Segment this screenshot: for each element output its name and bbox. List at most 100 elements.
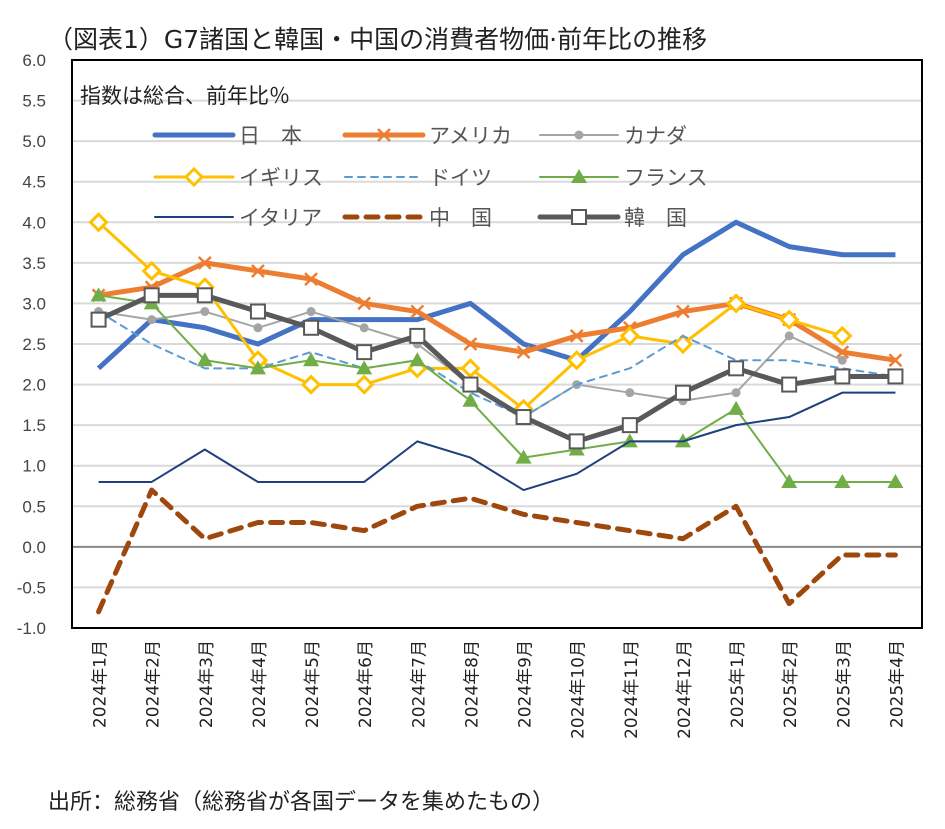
chart-title: （図表1）G7諸国と韓国・中国の消費者物価·前年比の推移 [48, 25, 708, 54]
source-note: 出所：総務省（総務省が各国データを集めたもの） [48, 790, 555, 815]
series-line [98, 294, 896, 483]
square-marker [196, 287, 213, 304]
x-marker [463, 337, 478, 351]
series-8 [90, 287, 904, 450]
square-marker [356, 344, 373, 361]
square-marker [571, 209, 587, 225]
legend-item: イギリス [153, 166, 323, 190]
diamond-marker [566, 350, 587, 371]
triangle-marker [249, 360, 266, 375]
triangle-marker [571, 169, 587, 183]
y-tick-label: 0.5 [22, 497, 46, 516]
series-line [97, 310, 897, 419]
x-tick-label: 2024年3月 [197, 640, 217, 728]
square-marker [515, 409, 532, 426]
triangle-marker [356, 360, 373, 375]
y-tick-label: 3.5 [22, 254, 46, 273]
square-marker [409, 327, 426, 344]
triangle-marker [303, 352, 320, 367]
legend-item: 中 国 [342, 206, 492, 230]
triangle-marker [834, 473, 851, 488]
diamond-marker [725, 293, 747, 314]
legend-item: カナダ [539, 124, 687, 148]
series-4 [97, 310, 897, 419]
chart-annotation: 指数は総合、前年比％ [80, 84, 290, 108]
legend-label: カナダ [624, 124, 687, 148]
y-tick-label: 3.0 [22, 294, 46, 313]
y-tick-label: 1.5 [22, 416, 46, 435]
x-tick-label: 2024年2月 [144, 640, 164, 728]
legend-label: ドイツ [429, 166, 492, 190]
x-tick-label: 2024年1月 [91, 640, 111, 728]
x-tick-label: 2024年9月 [516, 640, 536, 728]
x-tick-label: 2024年7月 [409, 640, 429, 728]
series-line [98, 391, 896, 492]
y-tick-label: 0.0 [22, 538, 46, 557]
triangle-marker [196, 352, 213, 367]
x-tick-label: 2024年12月 [675, 640, 695, 739]
diamond-marker [460, 358, 481, 379]
circle-marker [784, 331, 794, 341]
circle-marker [200, 307, 210, 317]
diamond-marker [88, 212, 109, 233]
square-marker [621, 417, 638, 434]
diamond-marker [300, 374, 322, 395]
y-tick-label: 2.0 [22, 376, 46, 395]
square-marker [462, 376, 479, 393]
x-marker [251, 264, 265, 278]
square-marker [674, 384, 691, 401]
square-marker [90, 311, 107, 328]
x-marker [357, 296, 372, 311]
series-3 [88, 212, 853, 420]
x-tick-label: 2025年4月 [887, 640, 907, 728]
diamond-marker [141, 260, 162, 282]
legend-label: 韓 国 [624, 206, 687, 230]
x-marker [197, 255, 212, 270]
square-marker [728, 360, 745, 377]
circle-marker [731, 388, 741, 398]
series-line [97, 292, 896, 444]
legend-item: アメリカ [342, 124, 512, 148]
legend-item: 韓 国 [537, 206, 687, 230]
circle-marker [625, 388, 635, 398]
triangle-marker [462, 392, 479, 407]
legend-item: イタリア [154, 206, 322, 230]
legend-item: ドイツ [344, 166, 492, 190]
triangle-marker [728, 400, 745, 415]
series-line [96, 219, 896, 371]
legend-item: 日 本 [152, 124, 302, 148]
legend-label: イタリア [239, 206, 322, 230]
legend-item: フランス [539, 166, 708, 190]
y-tick-label: 4.5 [22, 173, 46, 192]
diamond-marker [354, 374, 375, 395]
square-marker [249, 303, 266, 320]
series-7 [96, 487, 898, 615]
triangle-marker [515, 449, 532, 464]
circle-marker [574, 130, 584, 140]
x-tick-label: 2024年4月 [250, 640, 270, 728]
legend-label: アメリカ [429, 124, 512, 148]
plot-area-border [71, 59, 923, 629]
series-6 [98, 391, 896, 492]
y-tick-label: -0.5 [17, 578, 46, 597]
diamond-marker [183, 166, 205, 188]
square-marker [143, 287, 160, 304]
x-marker [410, 304, 425, 319]
circle-marker [837, 355, 847, 365]
triangle-marker [887, 473, 904, 488]
square-marker [887, 368, 904, 385]
series-line [96, 487, 898, 615]
diamond-marker [672, 333, 694, 355]
legend-label: フランス [624, 166, 708, 190]
triangle-marker [409, 352, 426, 367]
x-tick-label: 2024年5月 [303, 640, 323, 728]
y-tick-label: 4.0 [22, 213, 46, 232]
diamond-marker [619, 325, 640, 347]
y-tick-label: 1.0 [22, 457, 46, 476]
x-tick-label: 2025年3月 [834, 640, 854, 728]
x-marker [304, 272, 318, 286]
square-marker [303, 319, 320, 336]
x-tick-label: 2024年8月 [462, 640, 482, 728]
x-marker [676, 304, 690, 319]
